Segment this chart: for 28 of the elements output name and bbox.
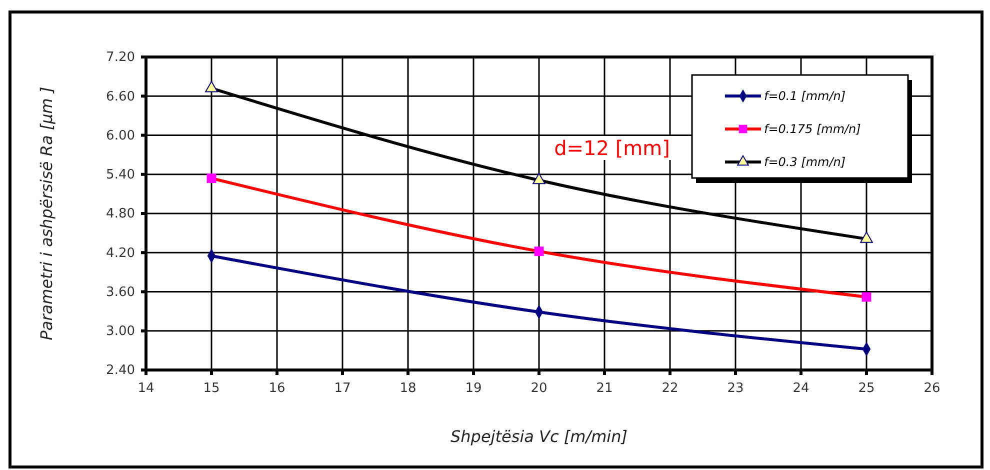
legend-label: f=0.3 [mm/n] (764, 155, 846, 169)
y-tick-label: 2.40 (106, 363, 135, 378)
y-tick-label: 5.40 (106, 168, 135, 183)
x-axis-title: Shpejtësia Vc [m/min] (450, 427, 628, 446)
y-tick-label: 7.20 (106, 50, 135, 66)
annotation: d=12 [mm] (554, 136, 670, 160)
x-tick-label: 16 (268, 381, 286, 396)
y-tick-label: 6.60 (106, 89, 135, 104)
x-tick-label: 24 (792, 381, 810, 396)
legend-label: f=0.175 [mm/n] (764, 122, 862, 136)
y-tick-label: 4.80 (106, 206, 135, 222)
x-tick-label: 22 (662, 381, 678, 396)
y-axis-title: Parametri i ashpërsisë Ra [μm ] (37, 86, 56, 340)
x-tick-label: 18 (400, 381, 416, 396)
x-tick-label: 21 (596, 381, 613, 396)
x-tick-label: 15 (203, 381, 220, 396)
legend-label: f=0.1 [mm/n] (764, 89, 846, 103)
x-tick-label: 19 (465, 381, 482, 396)
x-tick-label: 26 (924, 381, 940, 396)
y-tick-label: 4.20 (106, 246, 135, 261)
x-tick-label: 17 (334, 381, 351, 396)
y-tick-label: 6.00 (106, 128, 135, 144)
x-tick-label: 20 (530, 381, 548, 396)
x-tick-label: 25 (858, 381, 875, 396)
x-tick-label: 23 (727, 381, 744, 396)
y-tick-label: 3.00 (106, 324, 135, 340)
x-tick-label: 14 (138, 381, 154, 396)
y-tick-label: 3.60 (106, 284, 135, 300)
